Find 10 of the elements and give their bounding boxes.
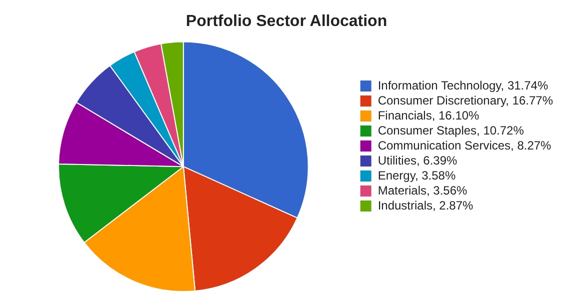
legend-label: Utilities, 6.39% bbox=[378, 153, 458, 168]
legend-label: Industrials, 2.87% bbox=[378, 198, 474, 212]
chart-title: Portfolio Sector Allocation bbox=[186, 13, 388, 30]
legend-label: Communication Services, 8.27% bbox=[378, 138, 552, 152]
legend-label: Consumer Staples, 10.72% bbox=[378, 123, 524, 138]
legend-label: Materials, 3.56% bbox=[378, 183, 468, 198]
legend-label: Consumer Discretionary, 16.77% bbox=[378, 93, 554, 108]
legend-label: Financials, 16.10% bbox=[378, 108, 480, 122]
legend-label: Energy, 3.58% bbox=[378, 168, 456, 182]
legend-label: Information Technology, 31.74% bbox=[378, 78, 548, 92]
